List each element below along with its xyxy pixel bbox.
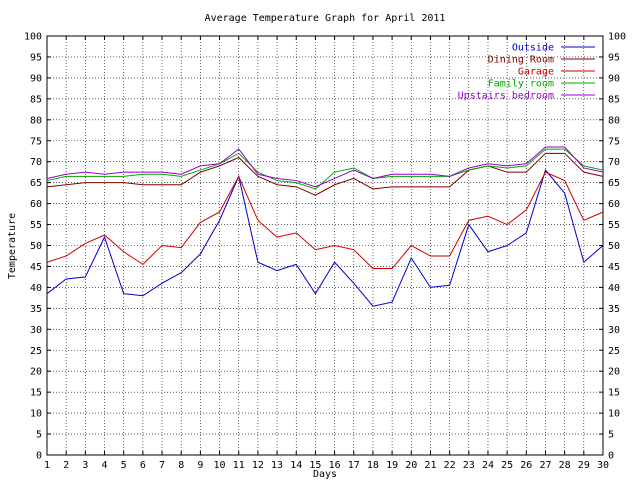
- x-tick-label: 17: [348, 460, 360, 471]
- y-tick-label-left: 85: [30, 94, 42, 105]
- y-tick-label-left: 90: [30, 73, 42, 84]
- x-tick-label: 28: [559, 460, 571, 471]
- y-tick-label-right: 85: [608, 94, 620, 105]
- y-tick-label-left: 75: [30, 136, 42, 147]
- x-tick-label: 2: [63, 460, 69, 471]
- x-tick-label: 30: [597, 460, 609, 471]
- x-tick-label: 22: [444, 460, 456, 471]
- y-tick-label-left: 10: [30, 409, 42, 420]
- y-tick-label-right: 50: [608, 241, 620, 252]
- y-tick-label-left: 65: [30, 178, 42, 189]
- series-line-outside: [46, 169, 604, 307]
- x-tick-label: 1: [44, 460, 50, 471]
- x-tick-label: 9: [197, 460, 203, 471]
- y-tick-label-right: 5: [608, 430, 614, 441]
- x-tick-label: 23: [463, 460, 475, 471]
- legend-label: Outside: [512, 43, 554, 54]
- series-line-family-room: [46, 148, 604, 190]
- series-line-garage: [46, 171, 604, 270]
- x-tick-label: 18: [367, 460, 379, 471]
- x-tick-label: 21: [424, 460, 436, 471]
- y-tick-label-right: 45: [608, 262, 620, 273]
- y-tick-label-right: 60: [608, 199, 620, 210]
- y-tick-label-right: 65: [608, 178, 620, 189]
- y-tick-label-left: 55: [30, 220, 42, 231]
- series-line-dining-room: [46, 152, 604, 196]
- y-tick-label-right: 40: [608, 283, 620, 294]
- y-tick-label-right: 20: [608, 367, 620, 378]
- x-tick-label: 24: [482, 460, 494, 471]
- y-tick-label-left: 95: [30, 52, 42, 63]
- y-tick-label-left: 30: [30, 325, 42, 336]
- y-tick-label-right: 15: [608, 388, 620, 399]
- legend-label: Upstairs bedroom: [458, 91, 554, 102]
- y-tick-label-right: 95: [608, 52, 620, 63]
- x-tick-label: 27: [539, 460, 551, 471]
- y-tick-label-right: 100: [608, 32, 626, 43]
- legend-label: Family room: [488, 79, 554, 90]
- x-tick-label: 13: [271, 460, 283, 471]
- y-tick-label-right: 30: [608, 325, 620, 336]
- y-tick-label-left: 25: [30, 346, 42, 357]
- y-tick-label-left: 100: [24, 32, 42, 43]
- x-tick-label: 3: [82, 460, 88, 471]
- x-tick-label: 14: [290, 460, 302, 471]
- y-tick-label-right: 80: [608, 115, 620, 126]
- y-tick-label-left: 20: [30, 367, 42, 378]
- y-tick-label-right: 35: [608, 304, 620, 315]
- y-tick-label-left: 70: [30, 157, 42, 168]
- x-tick-label: 8: [178, 460, 184, 471]
- x-tick-label: 12: [252, 460, 264, 471]
- y-tick-label-left: 45: [30, 262, 42, 273]
- y-tick-label-left: 15: [30, 388, 42, 399]
- y-tick-label-right: 75: [608, 136, 620, 147]
- y-tick-label-left: 5: [36, 430, 42, 441]
- legend-label: Dining Room: [488, 55, 554, 66]
- y-tick-label-left: 35: [30, 304, 42, 315]
- x-tick-label: 19: [386, 460, 398, 471]
- legend-label: Garage: [518, 67, 554, 78]
- grid: [47, 36, 603, 455]
- y-tick-label-right: 55: [608, 220, 620, 231]
- x-tick-label: 29: [578, 460, 590, 471]
- x-tick-label: 5: [121, 460, 127, 471]
- x-tick-label: 26: [520, 460, 532, 471]
- x-tick-label: 15: [309, 460, 321, 471]
- y-tick-label-right: 90: [608, 73, 620, 84]
- y-tick-label-right: 10: [608, 409, 620, 420]
- y-tick-label-right: 0: [608, 451, 614, 462]
- x-tick-label: 10: [214, 460, 226, 471]
- y-tick-label-left: 80: [30, 115, 42, 126]
- y-axis-label: Temperature: [7, 213, 18, 279]
- x-tick-label: 25: [501, 460, 513, 471]
- x-tick-label: 16: [329, 460, 341, 471]
- y-tick-label-left: 0: [36, 451, 42, 462]
- y-tick-label-right: 25: [608, 346, 620, 357]
- series-lines: [46, 146, 604, 307]
- y-tick-label-left: 60: [30, 199, 42, 210]
- x-tick-label: 7: [159, 460, 165, 471]
- y-tick-label-left: 50: [30, 241, 42, 252]
- x-tick-label: 4: [102, 460, 108, 471]
- chart-title: Average Temperature Graph for April 2011: [205, 13, 446, 24]
- y-tick-label-left: 40: [30, 283, 42, 294]
- y-tick-label-right: 70: [608, 157, 620, 168]
- x-tick-label: 20: [405, 460, 417, 471]
- x-axis-label: Days: [313, 469, 337, 480]
- series-line-upstairs-bedroom: [46, 146, 604, 188]
- x-tick-label: 11: [233, 460, 245, 471]
- x-tick-label: 6: [140, 460, 146, 471]
